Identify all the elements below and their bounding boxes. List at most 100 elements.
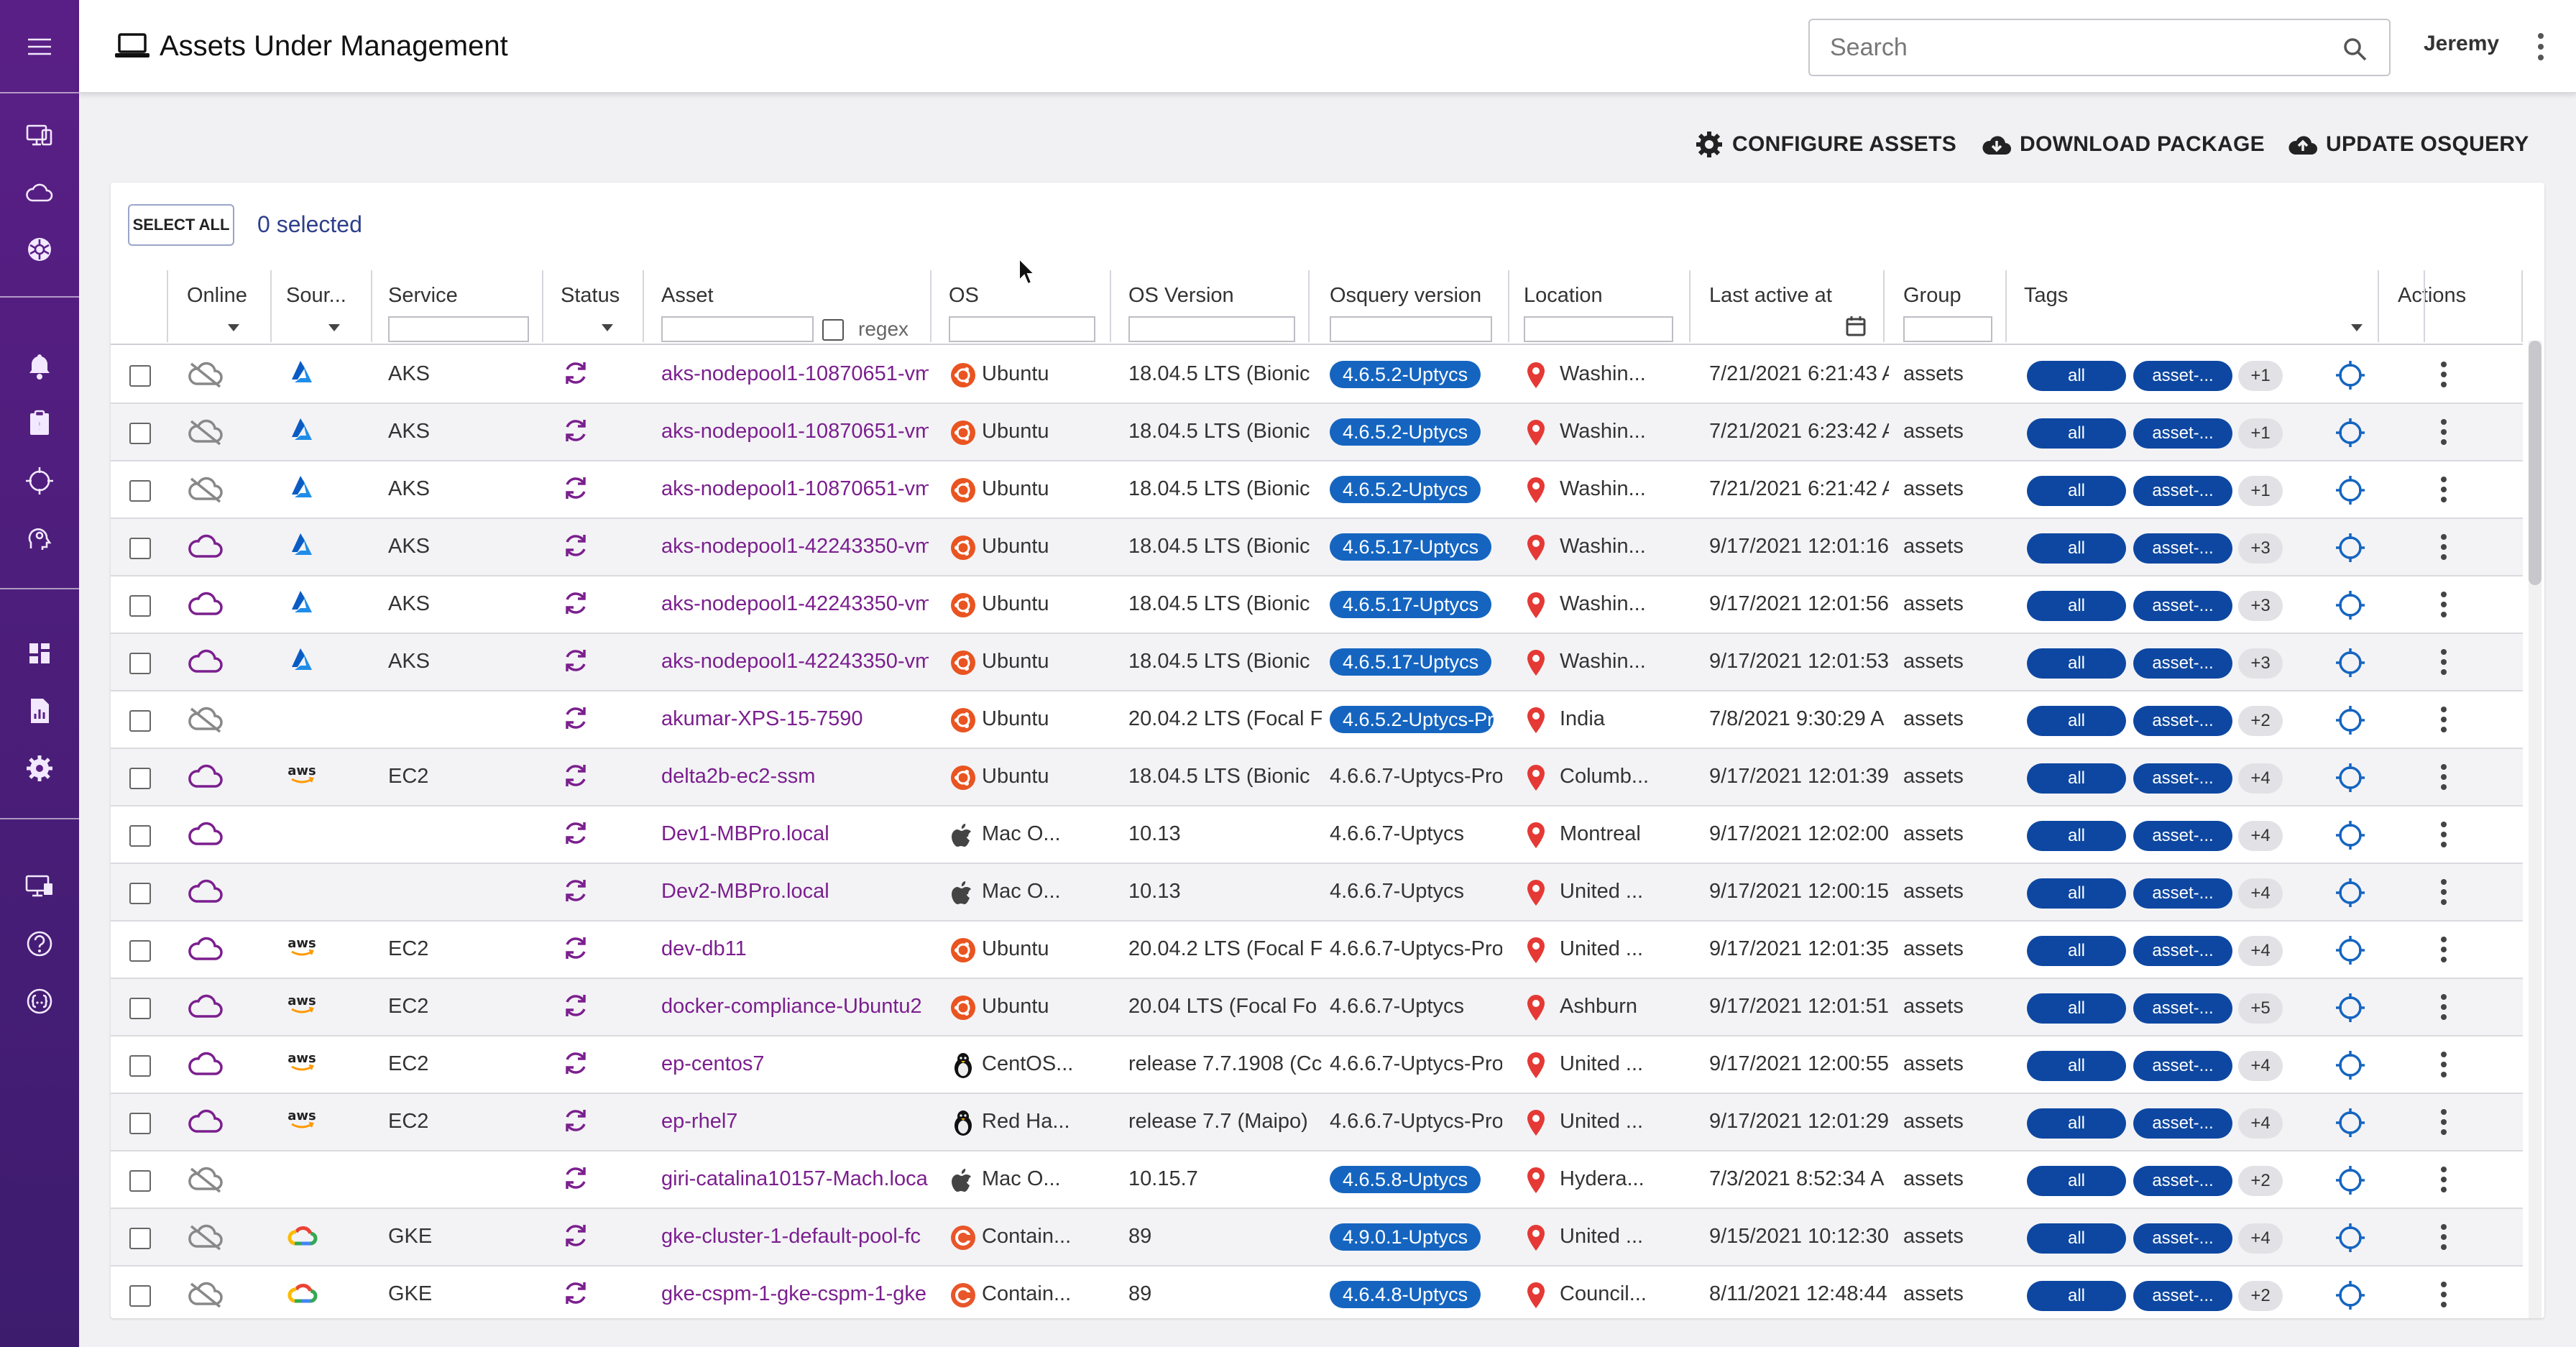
tag-more-chip[interactable]: +2 bbox=[2238, 1281, 2283, 1311]
row-actions-menu-icon[interactable] bbox=[2437, 818, 2451, 851]
table-row[interactable]: AKS aks-nodepool1-10870651-vm Ubuntu 18.04.… bbox=[111, 404, 2523, 461]
tag-chip[interactable]: asset-... bbox=[2133, 648, 2232, 679]
tag-chip[interactable]: all bbox=[2027, 476, 2126, 506]
tag-chip[interactable]: all bbox=[2027, 418, 2126, 449]
tag-more-chip[interactable]: +4 bbox=[2238, 878, 2283, 909]
select-all-button[interactable]: SELECT ALL bbox=[128, 204, 234, 246]
table-row[interactable]: aws EC2 ep-rhel7 Red Ha... release 7.7 (Maip… bbox=[111, 1094, 2523, 1151]
table-row[interactable]: Dev1-MBPro.local Mac O... 10.13 4.6.6.7-Upt… bbox=[111, 806, 2523, 864]
asset-link[interactable]: aks-nodepool1-10870651-vm bbox=[661, 477, 929, 500]
reports-icon[interactable] bbox=[0, 686, 79, 736]
tag-chip[interactable]: all bbox=[2027, 1166, 2126, 1196]
col-header-status[interactable]: Status bbox=[561, 284, 620, 307]
tag-chip[interactable]: all bbox=[2027, 361, 2126, 391]
row-checkbox[interactable] bbox=[129, 768, 151, 789]
asset-link[interactable]: delta2b-ec2-ssm bbox=[661, 765, 816, 788]
asset-link[interactable]: gke-cluster-1-default-pool-fc bbox=[661, 1225, 921, 1248]
row-checkbox[interactable] bbox=[129, 940, 151, 962]
tag-chip[interactable]: all bbox=[2027, 648, 2126, 679]
target-icon[interactable] bbox=[2334, 1279, 2366, 1311]
more-vertical-icon[interactable] bbox=[2530, 29, 2552, 65]
tag-chip[interactable]: asset-... bbox=[2133, 936, 2232, 966]
col-header-location[interactable]: Location bbox=[1524, 284, 1603, 307]
row-actions-menu-icon[interactable] bbox=[2437, 703, 2451, 736]
row-checkbox[interactable] bbox=[129, 1055, 151, 1077]
tag-chip[interactable]: asset-... bbox=[2133, 706, 2232, 736]
tag-more-chip[interactable]: +4 bbox=[2238, 1108, 2283, 1139]
asset-link[interactable]: Dev2-MBPro.local bbox=[661, 880, 829, 903]
tag-chip[interactable]: asset-... bbox=[2133, 1281, 2232, 1311]
col-header-online[interactable]: Online bbox=[187, 284, 247, 307]
row-actions-menu-icon[interactable] bbox=[2437, 933, 2451, 966]
tag-chip[interactable]: all bbox=[2027, 1281, 2126, 1311]
table-row[interactable]: AKS aks-nodepool1-42243350-vm Ubuntu 18.04.… bbox=[111, 634, 2523, 691]
menu-icon[interactable] bbox=[0, 22, 79, 72]
table-row[interactable]: AKS aks-nodepool1-10870651-vm Ubuntu 18.04.… bbox=[111, 461, 2523, 519]
tag-chip[interactable]: all bbox=[2027, 591, 2126, 621]
tag-more-chip[interactable]: +4 bbox=[2238, 821, 2283, 851]
asset-link[interactable]: akumar-XPS-15-7590 bbox=[661, 707, 863, 730]
tag-chip[interactable]: all bbox=[2027, 706, 2126, 736]
row-actions-menu-icon[interactable] bbox=[2437, 1163, 2451, 1196]
row-checkbox[interactable] bbox=[129, 998, 151, 1019]
compliance-clipboard-icon[interactable]: ! bbox=[0, 398, 79, 449]
tag-chip[interactable]: asset-... bbox=[2133, 533, 2232, 564]
tag-more-chip[interactable]: +1 bbox=[2238, 361, 2283, 391]
asset-link[interactable]: aks-nodepool1-10870651-vm bbox=[661, 420, 929, 443]
row-actions-menu-icon[interactable] bbox=[2437, 415, 2451, 449]
row-checkbox[interactable] bbox=[129, 710, 151, 732]
col-header-actions[interactable]: Actions bbox=[2398, 284, 2467, 307]
tags-filter-dropdown-icon[interactable] bbox=[2349, 319, 2365, 335]
table-row[interactable]: AKS aks-nodepool1-42243350-vm Ubuntu 18.04.… bbox=[111, 519, 2523, 576]
row-checkbox[interactable] bbox=[129, 883, 151, 904]
target-icon[interactable] bbox=[2334, 992, 2366, 1024]
row-checkbox[interactable] bbox=[129, 1285, 151, 1307]
search-icon[interactable] bbox=[2342, 36, 2368, 62]
asset-link[interactable]: aks-nodepool1-42243350-vm bbox=[661, 650, 929, 673]
col-header-os-version[interactable]: OS Version bbox=[1128, 284, 1234, 307]
regex-checkbox[interactable] bbox=[822, 319, 844, 341]
tag-chip[interactable]: asset-... bbox=[2133, 993, 2232, 1024]
row-actions-menu-icon[interactable] bbox=[2437, 530, 2451, 564]
row-actions-menu-icon[interactable] bbox=[2437, 588, 2451, 621]
cloud-icon[interactable] bbox=[0, 168, 79, 219]
asset-link[interactable]: gke-cspm-1-gke-cspm-1-gke bbox=[661, 1282, 927, 1305]
target-icon[interactable] bbox=[2334, 589, 2366, 621]
scrollbar-thumb[interactable] bbox=[2529, 341, 2542, 585]
asset-link[interactable]: ep-rhel7 bbox=[661, 1110, 738, 1133]
tag-more-chip[interactable]: +2 bbox=[2238, 706, 2283, 736]
target-icon[interactable] bbox=[2334, 1164, 2366, 1196]
row-actions-menu-icon[interactable] bbox=[2437, 760, 2451, 794]
settings-gear-icon[interactable] bbox=[0, 743, 79, 794]
col-header-last-active[interactable]: Last active at bbox=[1709, 284, 1832, 307]
tag-chip[interactable]: asset-... bbox=[2133, 418, 2232, 449]
osquery-filter-input[interactable] bbox=[1330, 316, 1492, 342]
row-checkbox[interactable] bbox=[129, 1170, 151, 1192]
target-icon[interactable] bbox=[2334, 647, 2366, 679]
tag-chip[interactable]: asset-... bbox=[2133, 591, 2232, 621]
tag-more-chip[interactable]: +1 bbox=[2238, 418, 2283, 449]
user-name[interactable]: Jeremy bbox=[2424, 32, 2500, 55]
col-header-tags[interactable]: Tags bbox=[2024, 284, 2069, 307]
asset-link[interactable]: Dev1-MBPro.local bbox=[661, 822, 829, 845]
table-row[interactable]: GKE gke-cluster-1-default-pool-fc Contain.… bbox=[111, 1209, 2523, 1266]
tag-more-chip[interactable]: +4 bbox=[2238, 1223, 2283, 1254]
target-icon[interactable] bbox=[2334, 1107, 2366, 1139]
target-icon[interactable] bbox=[2334, 934, 2366, 966]
asset-link[interactable]: docker-compliance-Ubuntu2 bbox=[661, 995, 922, 1018]
tag-chip[interactable]: all bbox=[2027, 1108, 2126, 1139]
target-icon[interactable] bbox=[2334, 762, 2366, 794]
tag-more-chip[interactable]: +2 bbox=[2238, 1166, 2283, 1196]
row-actions-menu-icon[interactable] bbox=[2437, 1105, 2451, 1139]
api-icon[interactable] bbox=[0, 976, 79, 1026]
source-filter-dropdown-icon[interactable] bbox=[326, 319, 342, 335]
asset-link[interactable]: aks-nodepool1-42243350-vm bbox=[661, 535, 929, 558]
row-checkbox[interactable] bbox=[129, 653, 151, 674]
tag-more-chip[interactable]: +4 bbox=[2238, 763, 2283, 794]
target-icon[interactable] bbox=[2334, 417, 2366, 449]
asset-link[interactable]: aks-nodepool1-10870651-vm bbox=[661, 362, 929, 385]
monitor-assets-icon[interactable] bbox=[0, 111, 79, 161]
table-row[interactable]: akumar-XPS-15-7590 Ubuntu 20.04.2 LTS (Foc… bbox=[111, 691, 2523, 749]
row-actions-menu-icon[interactable] bbox=[2437, 875, 2451, 909]
target-icon[interactable] bbox=[2334, 877, 2366, 909]
